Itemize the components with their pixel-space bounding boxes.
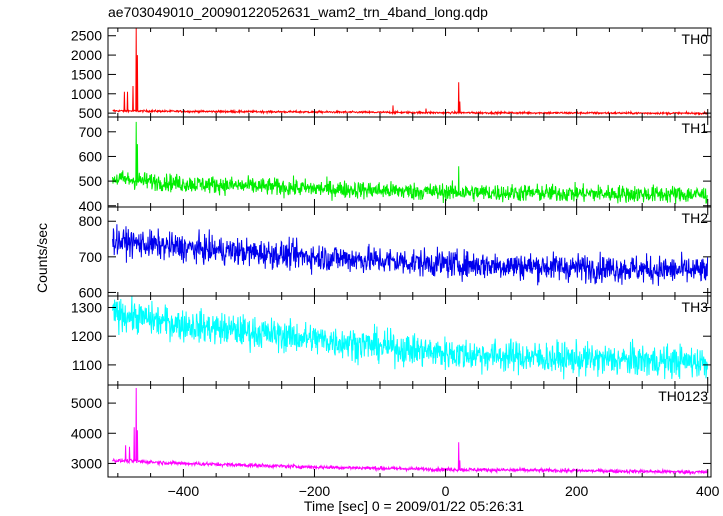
series-label: TH3 (682, 299, 709, 315)
panel-th0123: TH0123 3000 4000 5000 (71, 384, 712, 478)
panel-th1: TH1 400 500 600 700 (79, 116, 712, 214)
y-tick-label: 2000 (71, 47, 102, 63)
series-line-th3 (112, 296, 709, 380)
y-tick-label: 700 (79, 124, 103, 140)
chart-title: ae703049010_20090122052631_wam2_trn_4ban… (108, 4, 488, 20)
x-tick-label: 400 (696, 483, 720, 499)
y-tick-label: 5000 (71, 395, 102, 411)
x-tick-label: −400 (168, 483, 200, 499)
y-tick-label: 400 (79, 198, 103, 214)
series-label: TH0123 (658, 388, 708, 404)
y-tick-label: 600 (79, 284, 103, 300)
panel-th3: TH3 1100 1200 1300 (71, 295, 712, 386)
y-tick-label: 3000 (71, 455, 102, 471)
y-tick-label: 700 (79, 249, 103, 265)
panel-th0: TH0 500 1000 1500 2000 2500 (71, 27, 712, 121)
y-tick-label: 2500 (71, 28, 102, 44)
series-label: TH2 (682, 210, 709, 226)
series-line-th0 (112, 28, 709, 117)
x-axis-label: Time [sec] 0 = 2009/01/22 05:26:31 (303, 498, 525, 514)
panel-frame (107, 27, 712, 118)
series-label: TH1 (682, 120, 709, 136)
panel-frame (107, 295, 712, 386)
y-tick-label: 4000 (71, 425, 102, 441)
y-tick-label: 1200 (71, 328, 102, 344)
y-tick-label: 500 (79, 173, 103, 189)
series-line-th1 (112, 121, 708, 204)
y-tick-label: 500 (79, 105, 103, 121)
y-tick-label: 1300 (71, 299, 102, 315)
y-tick-label: 800 (79, 213, 103, 229)
panel-frame (107, 384, 712, 478)
series-label: TH0 (682, 31, 709, 47)
y-tick-label: 1500 (71, 66, 102, 82)
panel-th2: TH2 600 700 800 (79, 206, 712, 300)
x-tick-label: −200 (299, 483, 331, 499)
series-line-th0123 (112, 387, 709, 476)
x-tick-label: 200 (565, 483, 589, 499)
series-line-th2 (112, 224, 709, 286)
y-tick-label: 600 (79, 148, 103, 164)
y-tick-label: 1100 (72, 357, 102, 373)
x-tick-label: 0 (442, 483, 450, 499)
y-tick-label: 1000 (71, 86, 102, 102)
